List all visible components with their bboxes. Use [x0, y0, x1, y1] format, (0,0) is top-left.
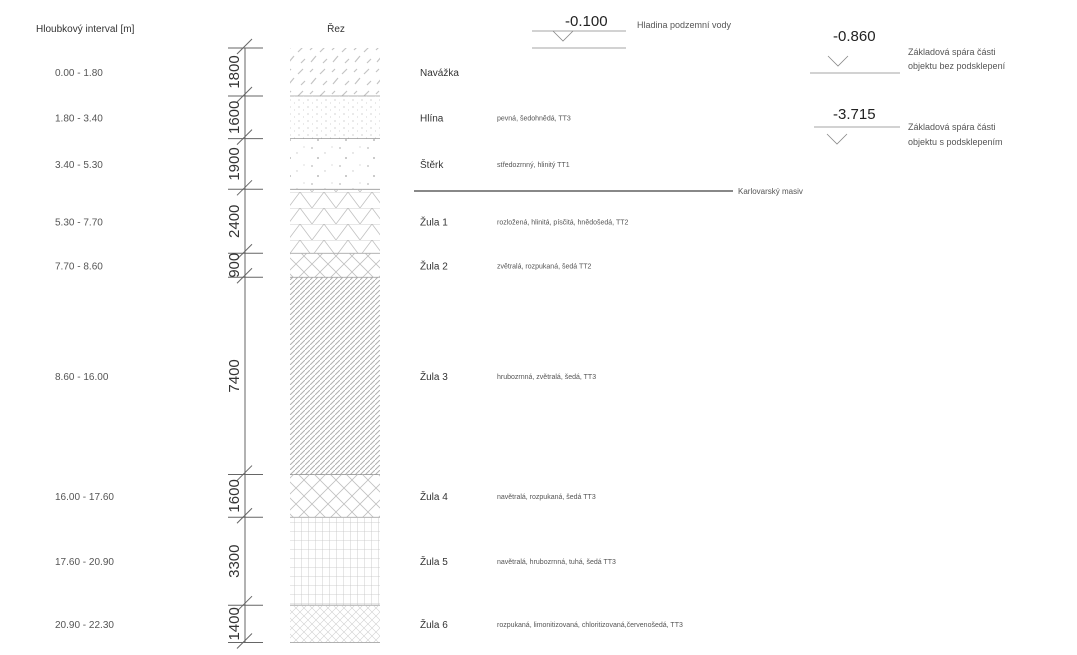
layer-name: Žula 2: [420, 259, 448, 272]
layer-depth: 8.60 - 16.00: [55, 372, 109, 383]
layer-name: Žula 4: [420, 490, 448, 503]
layer-name: Žula 3: [420, 370, 448, 383]
level-value: -0.100: [565, 13, 608, 30]
layer-depth: 16.00 - 17.60: [55, 492, 114, 503]
layer-hatch: [290, 189, 380, 254]
level-marker-foundation-basement: -3.715 Základová spára části objektu s p…: [814, 106, 1003, 147]
layer-thickness: 900: [226, 253, 243, 278]
depth-interval-header: Hloubkový interval [m]: [36, 24, 135, 35]
layer-7: 16.00 - 17.60 1600 Žula 4 navětralá, rozpuk…: [55, 474, 596, 524]
layer-name: Žula 6: [420, 618, 448, 631]
layer-description: rozložená, hlinitá, písčitá, hnědošedá, …: [497, 219, 629, 226]
layer-description: rozpukaná, limonitizovaná, chloritizovan…: [497, 622, 683, 629]
layer-1: 0.00 - 1.80 1800 Navážka: [55, 48, 459, 103]
layer-depth: 17.60 - 20.90: [55, 557, 114, 568]
layer-thickness: 1600: [226, 479, 243, 512]
layer-thickness: 2400: [226, 205, 243, 238]
level-marker-foundation-no-basement: -0.860 Základová spára části objektu bez…: [810, 28, 1006, 74]
level-description-line-1: Základová spára části: [908, 47, 996, 57]
layer-8: 17.60 - 20.90 3300 Žula 5 navětralá, hruboz…: [55, 517, 616, 612]
layer-description: navětralá, hrubozrnná, tuhá, šedá TT3: [497, 559, 616, 566]
layer-description: zvětralá, rozpukaná, šedá TT2: [497, 263, 592, 270]
layer-thickness: 1900: [226, 147, 243, 180]
layer-description: navětralá, rozpukaná, šedá TT3: [497, 494, 596, 501]
layer-hatch: [290, 95, 380, 139]
layer-3: 3.40 - 5.30 1900 Štěrk středozrnný, hlinitý…: [55, 138, 570, 196]
layer-list: 0.00 - 1.80 1800 Navážka 1.80 - 3.40 1600 Hlí…: [55, 38, 683, 649]
layer-hatch: [290, 474, 380, 518]
layer-thickness: 1400: [226, 607, 243, 640]
layer-hatch: [290, 605, 380, 643]
layer-depth: 0.00 - 1.80: [55, 68, 103, 79]
dimension-slash: [236, 38, 253, 55]
layer-9: 20.90 - 22.30 1400 Žula 6 rozpukaná, limoni…: [55, 605, 683, 649]
layer-depth: 5.30 - 7.70: [55, 217, 103, 228]
layer-name: Žula 1: [420, 215, 448, 228]
layer-depth: 3.40 - 5.30: [55, 160, 103, 171]
layer-hatch: [290, 253, 380, 278]
layer-description: hrubozrnná, zvětralá, šedá, TT3: [497, 374, 596, 381]
level-value: -3.715: [833, 106, 876, 123]
layer-thickness: 3300: [226, 545, 243, 578]
layer-thickness: 7400: [226, 359, 243, 392]
layer-name: Štěrk: [420, 158, 444, 171]
layer-6: 8.60 - 16.00 7400 Žula 3 hrubozrnná, zvětra…: [55, 277, 596, 481]
layer-thickness: 1600: [226, 101, 243, 134]
level-value: -0.860: [833, 28, 876, 45]
level-description-line-2: objektu s podsklepením: [908, 137, 1003, 147]
layer-name: Žula 5: [420, 555, 448, 568]
layer-hatch: [290, 277, 380, 475]
layer-hatch: [290, 48, 380, 96]
layer-description: středozrnný, hlinitý TT1: [497, 162, 570, 169]
layer-depth: 7.70 - 8.60: [55, 261, 103, 272]
level-description: Hladina podzemní vody: [637, 20, 732, 30]
level-description-line-1: Základová spára části: [908, 122, 996, 132]
layer-2: 1.80 - 3.40 1600 Hlína pevná, šedohnědá, TT…: [55, 95, 571, 145]
layer-depth: 20.90 - 22.30: [55, 620, 114, 631]
section-header: Řez: [327, 22, 345, 35]
massif-label: Karlovarský masiv: [738, 187, 803, 196]
layer-thickness: 1800: [226, 55, 243, 88]
layer-name: Navážka: [420, 68, 459, 79]
layer-hatch: [290, 517, 380, 606]
layer-depth: 1.80 - 3.40: [55, 113, 103, 124]
level-marker-groundwater: -0.100 Hladina podzemní vody: [532, 13, 732, 49]
level-description-line-2: objektu bez podsklepení: [908, 61, 1006, 71]
layer-4: 5.30 - 7.70 2400 Žula 1 rozložená, hlinitá,…: [55, 189, 629, 260]
layer-description: pevná, šedohnědá, TT3: [497, 115, 571, 122]
layer-name: Hlína: [420, 113, 444, 124]
layer-hatch: [290, 138, 380, 190]
